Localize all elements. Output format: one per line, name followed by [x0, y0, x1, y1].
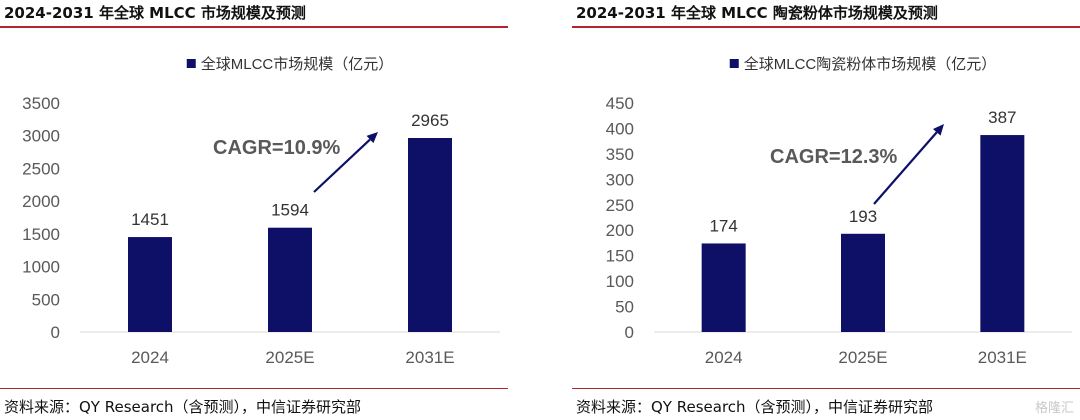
legend-swatch: [729, 59, 739, 68]
y-tick-label: 500: [32, 290, 60, 309]
title-rule: [0, 26, 508, 28]
source-note: 资料来源：QY Research（含预测），中信证券研究部: [576, 398, 934, 416]
bar: [701, 243, 746, 332]
x-tick-label: 2024: [705, 348, 743, 367]
source-rule: [0, 388, 508, 389]
y-tick-label: 50: [615, 298, 634, 317]
cagr-arrow-line: [313, 138, 371, 193]
right-chart-panel: 2024-2031 年全球 MLCC 陶瓷粉体市场规模及预测 全球MLCC陶瓷粉…: [572, 0, 1080, 420]
chart-title: 2024-2031 年全球 MLCC 市场规模及预测: [4, 4, 306, 22]
data-label: 1451: [131, 210, 169, 229]
data-label: 1594: [271, 201, 309, 220]
legend-label: 全球MLCC市场规模（亿元）: [201, 55, 394, 73]
ceramic-powder-bar-chart: 全球MLCC陶瓷粉体市场规模（亿元） 0 50 100 150 200 250 300 350 4…: [606, 55, 1072, 367]
y-tick-label: 0: [625, 323, 634, 342]
title-rule: [572, 26, 1080, 28]
y-tick-label: 2500: [22, 159, 60, 178]
cagr-annotation: CAGR=12.3%: [770, 146, 897, 168]
y-tick-label: 1000: [22, 258, 60, 277]
y-tick-label: 300: [606, 170, 634, 189]
y-tick-label: 350: [606, 145, 634, 164]
y-tick-label: 3500: [22, 94, 60, 113]
y-tick-label: 250: [606, 196, 634, 215]
chart-title: 2024-2031 年全球 MLCC 陶瓷粉体市场规模及预测: [576, 4, 938, 22]
bar: [128, 237, 172, 332]
y-tick-label: 1500: [22, 225, 60, 244]
x-tick-label: 2031E: [405, 348, 454, 367]
watermark-logo: 格隆汇: [1034, 401, 1074, 416]
x-tick-label: 2025E: [838, 348, 887, 367]
y-tick-label: 450: [606, 94, 634, 113]
data-label: 2965: [411, 111, 449, 130]
legend-label: 全球MLCC陶瓷粉体市场规模（亿元）: [744, 55, 997, 73]
source-note: 资料来源：QY Research（含预测），中信证券研究部: [4, 398, 362, 416]
bar: [980, 135, 1025, 332]
bar: [841, 233, 885, 332]
y-tick-label: 150: [606, 247, 634, 266]
y-tick-label: 200: [606, 221, 634, 240]
legend-swatch: [186, 59, 196, 68]
cagr-arrow-head: [932, 124, 944, 136]
bar: [408, 138, 452, 332]
y-tick-label: 100: [606, 272, 634, 291]
cagr-arrow-head: [366, 132, 378, 144]
x-tick-label: 2024: [131, 348, 169, 367]
data-label: 193: [849, 207, 877, 226]
x-tick-label: 2031E: [978, 348, 1027, 367]
mlcc-market-bar-chart: 全球MLCC市场规模（亿元） 0 500 1000 1500 2000 2500 3000 35…: [22, 55, 500, 367]
cagr-arrow-line: [873, 131, 938, 205]
cagr-annotation: CAGR=10.9%: [213, 137, 340, 159]
left-chart-panel: 2024-2031 年全球 MLCC 市场规模及预测 全球MLCC市场规模（亿元…: [0, 0, 510, 420]
source-rule: [572, 388, 1080, 389]
y-tick-label: 3000: [22, 127, 60, 146]
y-tick-label: 400: [606, 119, 634, 138]
data-label: 387: [988, 108, 1016, 127]
y-tick-label: 0: [51, 323, 60, 342]
data-label: 174: [709, 216, 737, 235]
x-tick-label: 2025E: [265, 348, 314, 367]
y-tick-label: 2000: [22, 192, 60, 211]
bar: [268, 227, 312, 332]
